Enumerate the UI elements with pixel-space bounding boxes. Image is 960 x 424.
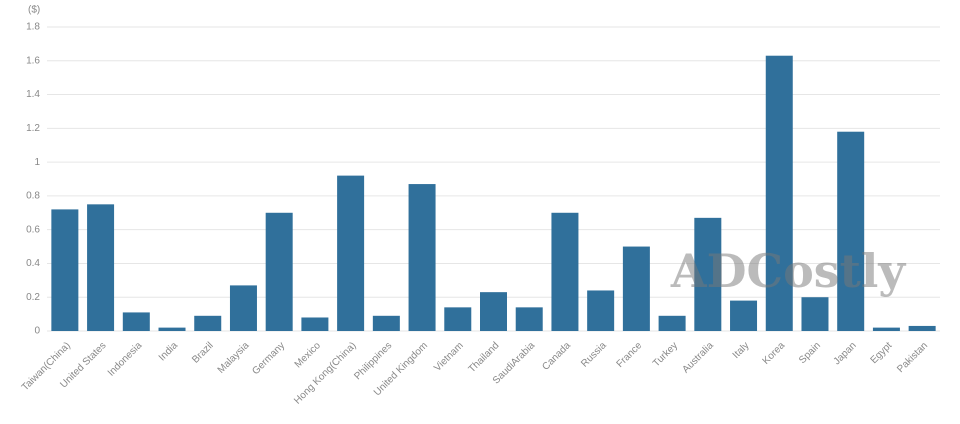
bar <box>658 315 686 331</box>
bar <box>265 212 293 331</box>
y-tick-label: 0.8 <box>26 191 40 202</box>
x-tick-label: India <box>157 340 180 363</box>
x-tick-label: Indonesia <box>106 340 145 379</box>
x-tick-label: Italy <box>731 340 752 361</box>
bar <box>515 307 543 331</box>
bar <box>87 204 115 331</box>
x-tick-label: Brazil <box>190 340 215 365</box>
x-tick-label: Mexico <box>293 340 323 370</box>
y-tick-label: 1.4 <box>26 89 40 100</box>
x-tick-label: Hong Kong(China) <box>292 340 358 406</box>
bar <box>908 325 936 331</box>
bar <box>587 290 615 331</box>
bar <box>122 312 150 331</box>
y-tick-label: 0 <box>34 326 40 337</box>
x-tick-label: Egypt <box>869 340 895 366</box>
x-tick-label: Pakistan <box>895 340 930 375</box>
y-tick-label: 1.6 <box>26 55 40 66</box>
bar <box>551 212 579 331</box>
bar <box>408 184 436 331</box>
x-tick-label: Malaysia <box>216 340 252 376</box>
bar <box>337 175 365 331</box>
bar <box>801 297 829 331</box>
bar <box>51 209 79 331</box>
x-tick-label: Spain <box>797 340 823 366</box>
x-tick-label: Australia <box>681 340 717 376</box>
y-tick-label: 1.2 <box>26 123 40 134</box>
x-tick-label: Vietnam <box>432 340 466 374</box>
bar <box>194 315 222 331</box>
x-tick-label: Japan <box>832 340 859 367</box>
x-tick-label: Russia <box>579 340 609 370</box>
x-tick-label: Turkey <box>651 340 680 369</box>
y-tick-label: 1.8 <box>26 22 40 33</box>
bar <box>229 285 257 331</box>
unit-label: ($) <box>28 5 40 16</box>
x-tick-label: Canada <box>540 340 573 373</box>
bar <box>158 327 186 331</box>
x-tick-label: Germany <box>250 340 287 377</box>
watermark: ADCostly <box>670 244 906 298</box>
x-tick-label: France <box>615 340 645 370</box>
y-tick-label: 1 <box>34 157 40 168</box>
y-tick-label: 0.2 <box>26 292 40 303</box>
bar <box>730 300 758 331</box>
y-tick-label: 0.4 <box>26 258 40 269</box>
x-tick-label: Thailand <box>467 340 502 375</box>
bar <box>372 315 400 331</box>
bar <box>301 317 329 331</box>
bar <box>694 217 722 331</box>
bar <box>837 131 865 331</box>
bar <box>872 327 900 331</box>
bar <box>480 292 507 331</box>
bar <box>622 246 650 331</box>
x-tick-label: Korea <box>761 340 788 367</box>
y-tick-label: 0.6 <box>26 224 40 235</box>
bar <box>444 307 472 331</box>
bar <box>765 55 793 331</box>
